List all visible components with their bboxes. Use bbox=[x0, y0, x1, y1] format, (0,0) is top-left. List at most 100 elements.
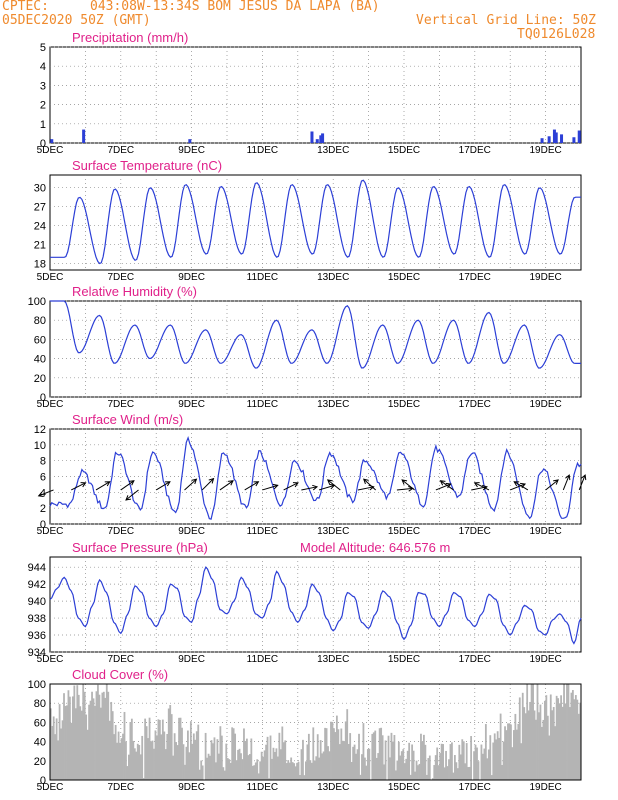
cloud-bar bbox=[279, 749, 282, 780]
wind-vector bbox=[318, 484, 335, 491]
panel-6: 5DEC 7DEC 9DEC 11DEC 13DEC 15DEC 17DEC 19DEC 0 20… bbox=[28, 667, 582, 793]
cloud-bar bbox=[133, 748, 136, 780]
cloud-bar bbox=[222, 767, 225, 780]
cloud-bar bbox=[302, 739, 304, 780]
cloud-bar bbox=[358, 733, 360, 780]
cloud-bar bbox=[164, 749, 167, 780]
x-tick-label: 15DEC bbox=[388, 145, 420, 156]
x-tick-label: 13DEC bbox=[317, 654, 349, 665]
wind-vector-head bbox=[553, 479, 559, 485]
cloud-bar bbox=[67, 690, 70, 780]
x-tick-label: 7DEC bbox=[107, 145, 134, 156]
cloud-bar bbox=[335, 715, 338, 780]
cloud-bar bbox=[439, 753, 442, 780]
cloud-bar bbox=[220, 735, 223, 780]
cloud-bar bbox=[213, 737, 216, 780]
wind-vector-head bbox=[565, 474, 571, 481]
wind-vector-head bbox=[482, 484, 488, 491]
cloud-bar bbox=[150, 741, 152, 780]
cloud-bar bbox=[226, 758, 229, 780]
cloud-bar bbox=[170, 714, 173, 780]
x-tick-label: 7DEC bbox=[107, 526, 134, 537]
wind-vector bbox=[71, 482, 86, 491]
cloud-bar bbox=[514, 713, 517, 780]
cloud-bar bbox=[123, 711, 126, 780]
cloud-bar bbox=[136, 743, 139, 780]
cloud-bar bbox=[120, 738, 123, 780]
wind-vector-head bbox=[401, 479, 408, 485]
wind-vector-head bbox=[513, 481, 520, 487]
wind-vector-head bbox=[312, 484, 319, 491]
cloud-bar bbox=[191, 743, 194, 780]
y-tick-label: 0 bbox=[40, 138, 46, 150]
cloud-bar bbox=[210, 740, 213, 780]
cloud-bar bbox=[125, 741, 127, 780]
cloud-bar bbox=[241, 759, 244, 780]
cloud-bar bbox=[347, 743, 350, 780]
cloud-bar bbox=[316, 734, 319, 780]
series-line bbox=[49, 566, 582, 645]
cloud-bar bbox=[166, 734, 169, 780]
x-tick-label: 17DEC bbox=[459, 654, 491, 665]
y-tick-label: 60 bbox=[34, 334, 46, 346]
precip-bar bbox=[552, 129, 556, 143]
cloud-bar bbox=[431, 778, 434, 780]
y-tick-label: 100 bbox=[28, 296, 46, 308]
cloud-bar bbox=[473, 751, 475, 780]
cloud-bar bbox=[355, 753, 357, 780]
cloud-bar bbox=[436, 747, 439, 780]
cloud-bar bbox=[299, 774, 301, 780]
cloud-bar bbox=[105, 684, 108, 780]
wind-vector-head bbox=[208, 477, 215, 484]
cloud-bar bbox=[493, 733, 496, 780]
cloud-bar bbox=[552, 707, 555, 780]
cloud-bar bbox=[176, 745, 179, 780]
cloud-bar bbox=[340, 728, 343, 780]
code-label: TQ0126L028 bbox=[517, 27, 596, 42]
panel-title: Surface Temperature (nC) bbox=[72, 158, 222, 173]
plot-frame bbox=[49, 46, 582, 144]
wind-vector-head bbox=[439, 480, 446, 486]
x-tick-label: 13DEC bbox=[317, 782, 349, 793]
cloud-bar bbox=[232, 728, 235, 780]
y-tick-label: 12 bbox=[34, 424, 46, 436]
cloud-bar bbox=[328, 751, 331, 780]
cloud-bar bbox=[331, 721, 334, 780]
panel-title: Surface Wind (m/s) bbox=[72, 412, 183, 427]
precip-bar bbox=[82, 129, 86, 143]
wind-vector bbox=[301, 486, 318, 491]
y-tick-label: 24 bbox=[34, 221, 46, 233]
cloud-bar bbox=[156, 735, 158, 780]
y-tick-label: 40 bbox=[34, 354, 46, 366]
cloud-bar bbox=[533, 710, 536, 780]
cloud-bar bbox=[423, 734, 425, 780]
cloud-bar bbox=[564, 703, 567, 780]
x-tick-label: 7DEC bbox=[107, 399, 134, 410]
cloud-bar bbox=[248, 754, 251, 780]
cloud-bar bbox=[558, 703, 561, 780]
x-tick-label: 13DEC bbox=[317, 272, 349, 283]
x-tick-label: 11DEC bbox=[247, 526, 279, 537]
cloud-bar bbox=[467, 767, 470, 780]
x-tick-label: 17DEC bbox=[459, 399, 491, 410]
cloud-bar bbox=[281, 726, 284, 780]
cloud-bar bbox=[458, 744, 461, 780]
cloud-bar bbox=[135, 751, 138, 780]
x-tick-label: 13DEC bbox=[317, 399, 349, 410]
cloud-bar bbox=[402, 749, 405, 780]
cloud-bar bbox=[212, 743, 214, 780]
wind-vector-head bbox=[473, 482, 480, 488]
y-tick-label: 0 bbox=[40, 775, 46, 787]
cloud-bar bbox=[563, 684, 565, 780]
x-tick-label: 9DEC bbox=[178, 272, 205, 283]
cloud-bar bbox=[353, 744, 356, 780]
cloud-bar bbox=[352, 746, 355, 780]
precip-bar bbox=[577, 130, 581, 143]
y-tick-label: 934 bbox=[28, 647, 46, 659]
precip-bar bbox=[572, 137, 576, 143]
cloud-bar bbox=[259, 761, 262, 780]
wind-vector-head bbox=[191, 478, 198, 485]
cloud-bar bbox=[554, 726, 557, 780]
x-tick-label: 5DEC bbox=[37, 399, 64, 410]
cloud-bar bbox=[132, 740, 135, 780]
